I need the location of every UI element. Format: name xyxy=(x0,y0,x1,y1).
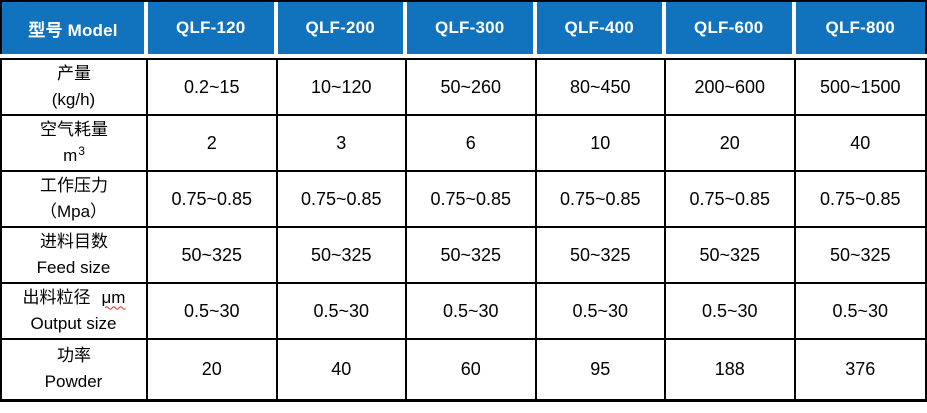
row-label-working-pressure: 工作压力 （Mpa） xyxy=(2,172,148,228)
spec-value-cell: 80~450 xyxy=(536,60,666,116)
spec-value-cell: 0.75~0.85 xyxy=(795,172,925,228)
column-header-model: 型号 Model xyxy=(2,2,148,54)
spec-value-cell: 200~600 xyxy=(666,60,796,116)
row-label-air-consumption: 空气耗量 m3 xyxy=(2,116,148,172)
row-label-en: Powder xyxy=(44,372,103,391)
row-label-unit: m xyxy=(63,145,78,165)
spec-value-cell: 376 xyxy=(795,340,925,399)
row-label-zh: 进料目数 xyxy=(40,231,108,251)
row-label-zh: 功率 xyxy=(57,346,91,365)
row-label-capacity: 产量 (kg/h) xyxy=(2,60,148,116)
spec-value-cell: 50~260 xyxy=(407,60,537,116)
row-label-feed-size: 进料目数 Feed size xyxy=(2,228,148,284)
table-header-row: 型号 Model QLF-120 QLF-200 QLF-300 QLF-400… xyxy=(0,0,927,54)
spec-value-cell: 0.5~30 xyxy=(148,284,278,340)
spec-value-cell: 0.75~0.85 xyxy=(148,172,278,228)
spec-value-cell: 50~325 xyxy=(407,228,537,284)
column-header-qlf-400: QLF-400 xyxy=(536,2,666,54)
spec-value-cell: 50~325 xyxy=(148,228,278,284)
row-label-unit: （Mpa） xyxy=(39,201,108,221)
spec-value-cell: 10~120 xyxy=(277,60,407,116)
superscript: 3 xyxy=(78,143,85,158)
spec-value-cell: 0.2~15 xyxy=(148,60,278,116)
spec-value-cell: 500~1500 xyxy=(795,60,925,116)
spec-value-cell: 40 xyxy=(277,340,407,399)
spec-value-cell: 6 xyxy=(407,116,537,172)
row-label-unit: (kg/h) xyxy=(51,89,96,109)
spec-value-cell: 95 xyxy=(536,340,666,399)
spec-value-cell: 0.75~0.85 xyxy=(536,172,666,228)
spec-value-cell: 60 xyxy=(407,340,537,399)
row-label-en: Feed size xyxy=(36,257,111,277)
column-header-qlf-300: QLF-300 xyxy=(407,2,537,54)
row-label-output-size: 出料粒径 μm Output size xyxy=(2,284,148,340)
spec-value-cell: 0.5~30 xyxy=(277,284,407,340)
spec-value-cell: 50~325 xyxy=(277,228,407,284)
spec-value-cell: 50~325 xyxy=(666,228,796,284)
row-label-zh: 出料粒径 xyxy=(22,287,91,307)
spec-value-cell: 2 xyxy=(148,116,278,172)
spec-value-cell: 40 xyxy=(795,116,925,172)
row-label-en: Output size xyxy=(30,313,117,333)
spec-value-cell: 50~325 xyxy=(536,228,666,284)
spec-value-cell: 0.5~30 xyxy=(795,284,925,340)
table-body: 产量 (kg/h) 0.2~15 10~120 50~260 80~450 20… xyxy=(0,58,927,402)
spellcheck-underline-text: μm xyxy=(101,287,126,307)
spec-value-cell: 50~325 xyxy=(795,228,925,284)
row-label-power: 功率 Powder xyxy=(2,340,148,399)
spec-value-cell: 10 xyxy=(536,116,666,172)
spec-value-cell: 3 xyxy=(277,116,407,172)
spec-value-cell: 20 xyxy=(148,340,278,399)
spec-value-cell: 0.75~0.85 xyxy=(666,172,796,228)
column-header-qlf-800: QLF-800 xyxy=(795,2,925,54)
spec-value-cell: 188 xyxy=(666,340,796,399)
column-header-qlf-120: QLF-120 xyxy=(148,2,278,54)
spec-value-cell: 0.75~0.85 xyxy=(277,172,407,228)
spec-value-cell: 0.75~0.85 xyxy=(407,172,537,228)
spec-value-cell: 0.5~30 xyxy=(536,284,666,340)
spec-value-cell: 0.5~30 xyxy=(407,284,537,340)
row-label-zh: 空气耗量 xyxy=(40,119,108,139)
row-label-zh: 工作压力 xyxy=(40,175,108,195)
column-header-qlf-200: QLF-200 xyxy=(277,2,407,54)
spec-value-cell: 20 xyxy=(666,116,796,172)
spec-value-cell: 0.5~30 xyxy=(666,284,796,340)
column-header-qlf-600: QLF-600 xyxy=(666,2,796,54)
row-label-zh: 产量 xyxy=(57,63,91,83)
